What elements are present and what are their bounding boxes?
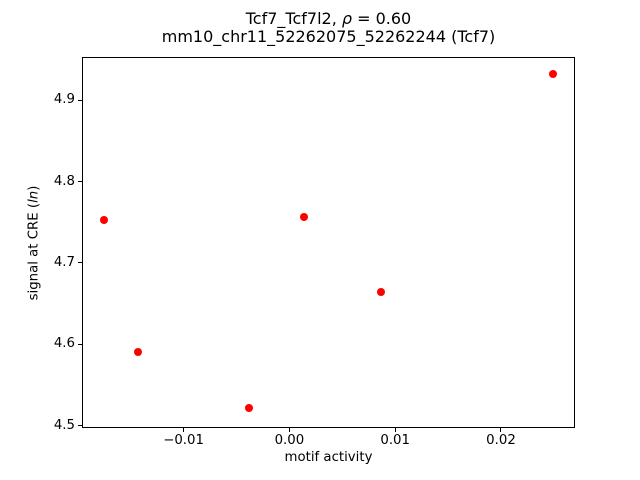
y-tick-mark bbox=[78, 425, 82, 427]
x-tick-mark bbox=[288, 428, 290, 432]
scatter-point bbox=[300, 213, 309, 222]
y-tick-label: 4.6 bbox=[53, 336, 75, 352]
scatter-point bbox=[134, 347, 143, 356]
y-tick-mark bbox=[78, 181, 82, 182]
chart-subtitle: mm10_chr11_52262075_52262244 (Tcf7) bbox=[161, 27, 496, 46]
x-tick-mark bbox=[500, 428, 502, 432]
title-text-suffix: = 0.60 bbox=[352, 9, 412, 28]
scatter-point bbox=[100, 215, 109, 224]
y-tick-label: 4.9 bbox=[53, 92, 75, 108]
x-tick-mark bbox=[394, 428, 396, 432]
y-tick-mark bbox=[78, 99, 82, 101]
y-tick-label: 4.5 bbox=[53, 417, 75, 433]
x-tick-label: 0.01 bbox=[380, 433, 410, 448]
x-tick-mark bbox=[183, 428, 185, 432]
rho-symbol: ρ bbox=[341, 9, 353, 28]
title-text-prefix: Tcf7_Tcf7l2, bbox=[245, 9, 342, 28]
y-axis-label-italic-ln: ln bbox=[26, 190, 42, 203]
y-axis-label-suffix: ) bbox=[26, 185, 42, 191]
scatter-point bbox=[377, 288, 386, 297]
y-tick-label: 4.8 bbox=[53, 173, 75, 189]
scatter-point bbox=[548, 69, 557, 78]
chart-title-line1: Tcf7_Tcf7l2, ρ = 0.60 bbox=[82, 10, 575, 28]
plot-area bbox=[82, 57, 575, 428]
y-tick-label: 4.7 bbox=[53, 254, 75, 270]
y-axis-label-prefix: signal at CRE ( bbox=[26, 202, 42, 301]
scatter-point bbox=[245, 404, 254, 413]
x-axis-label: motif activity bbox=[284, 450, 373, 465]
x-tick-label: 0.00 bbox=[274, 433, 305, 448]
y-tick-mark bbox=[78, 343, 82, 345]
chart-title: Tcf7_Tcf7l2, ρ = 0.60 mm10_chr11_5226207… bbox=[82, 10, 575, 46]
y-axis-label: signal at CRE (ln) bbox=[27, 186, 42, 301]
x-tick-label: 0.02 bbox=[486, 433, 516, 448]
y-tick-mark bbox=[78, 262, 82, 264]
x-tick-label: −0.01 bbox=[163, 433, 204, 448]
